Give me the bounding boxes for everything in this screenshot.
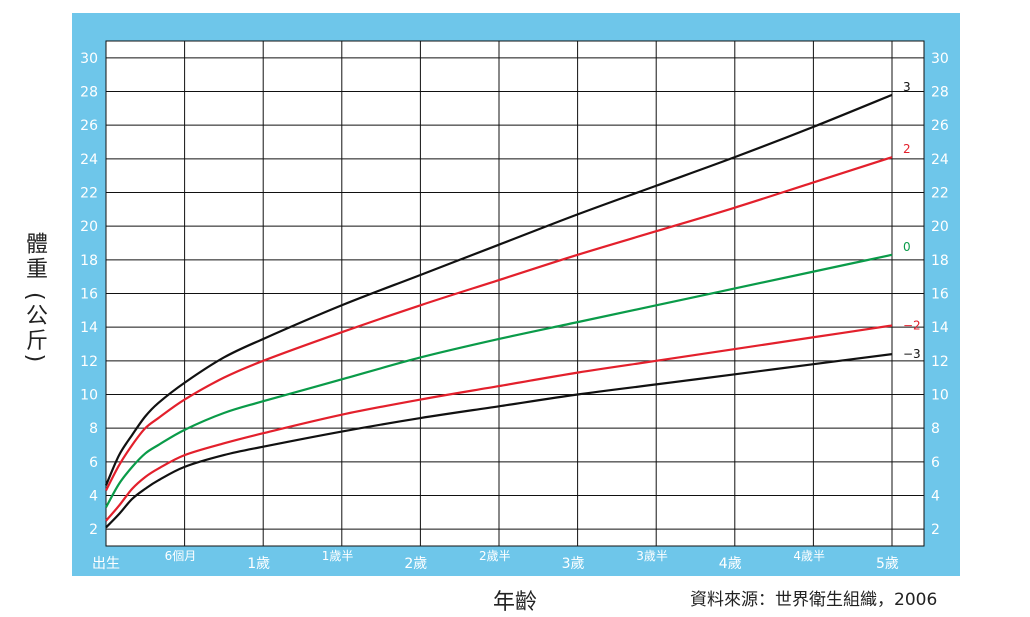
x-tick-label: 2歲: [404, 556, 427, 572]
x-tick-label: 4歲: [719, 556, 742, 572]
series-group: [104, 93, 893, 529]
series-end-label: −2: [903, 318, 921, 332]
y-tick-label-right: 14: [931, 320, 949, 336]
y-tick-label-left: 16: [80, 287, 98, 303]
series-end-label: −3: [903, 347, 921, 361]
x-tick-label: 出生: [92, 556, 120, 572]
series-line-−3: [105, 353, 893, 529]
y-tick-label-right: 4: [931, 489, 940, 505]
series-line-−2: [105, 324, 893, 522]
y-tick-label-left: 20: [80, 219, 98, 235]
y-axis-title: 體重 (公斤): [22, 232, 47, 366]
x-tick-label: 6個月: [165, 549, 197, 563]
gridlines: [105, 41, 924, 546]
series-end-label: 0: [903, 240, 911, 254]
y-tick-label-right: 28: [931, 85, 949, 101]
y-tick-label-left: 26: [80, 118, 98, 134]
y-tick-label-right: 10: [931, 388, 949, 404]
y-tick-label-left: 4: [89, 489, 98, 505]
y-tick-label-right: 26: [931, 118, 949, 134]
y-tick-label-left: 10: [80, 388, 98, 404]
y-tick-label-right: 8: [931, 421, 940, 437]
x-tick-label: 4歲半: [793, 549, 825, 563]
series-line-2: [105, 156, 893, 491]
y-tick-label-left: 6: [89, 455, 98, 471]
y-tick-label-right: 12: [931, 354, 949, 370]
y-tick-label-left: 18: [80, 253, 98, 269]
x-tick-label: 5歲: [876, 556, 899, 572]
y-tick-label-right: 20: [931, 219, 949, 235]
y-tick-label-right: 30: [931, 51, 949, 67]
y-tick-label-left: 12: [80, 354, 98, 370]
y-tick-label-right: 6: [931, 455, 940, 471]
y-tick-label-right: 2: [931, 522, 940, 538]
x-tick-label: 1歲: [247, 556, 270, 572]
y-tick-label-right: 16: [931, 287, 949, 303]
series-line-3: [104, 93, 893, 486]
series-end-label: 3: [903, 80, 911, 94]
x-tick-label: 2歲半: [479, 549, 511, 563]
x-axis-title: 年齡: [492, 590, 537, 615]
y-tick-label-left: 2: [89, 522, 98, 538]
y-tick-label-right: 18: [931, 253, 949, 269]
y-tick-label-right: 24: [931, 152, 949, 168]
y-tick-label-left: 8: [89, 421, 98, 437]
source-note: 資料來源：世界衛生組織，2006: [690, 590, 938, 610]
y-tick-label-left: 24: [80, 152, 98, 168]
series-line-0: [105, 253, 893, 508]
series-end-label: 2: [903, 142, 911, 156]
y-tick-label-left: 28: [80, 85, 98, 101]
x-tick-label: 3歲: [562, 556, 585, 572]
x-tick-label: 3歲半: [636, 549, 668, 563]
y-tick-label-right: 22: [931, 186, 949, 202]
y-tick-label-left: 14: [80, 320, 98, 336]
y-tick-label-left: 22: [80, 186, 98, 202]
y-tick-label-left: 30: [80, 51, 98, 67]
x-tick-label: 1歲半: [322, 549, 354, 563]
